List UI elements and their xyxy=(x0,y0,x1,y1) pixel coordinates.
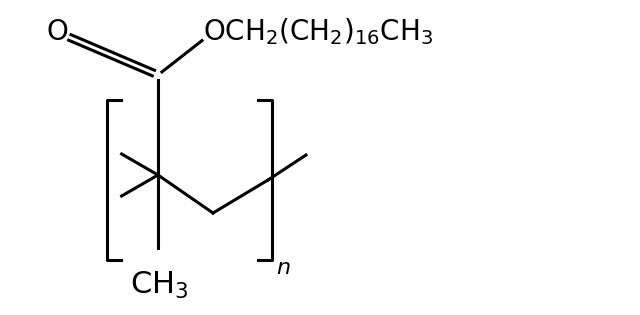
Text: n: n xyxy=(276,258,290,278)
Text: O: O xyxy=(46,18,68,46)
Text: $\mathregular{OCH_2(CH_2)_{16}CH_3}$: $\mathregular{OCH_2(CH_2)_{16}CH_3}$ xyxy=(203,17,433,47)
Text: $\mathregular{CH_3}$: $\mathregular{CH_3}$ xyxy=(130,269,188,301)
